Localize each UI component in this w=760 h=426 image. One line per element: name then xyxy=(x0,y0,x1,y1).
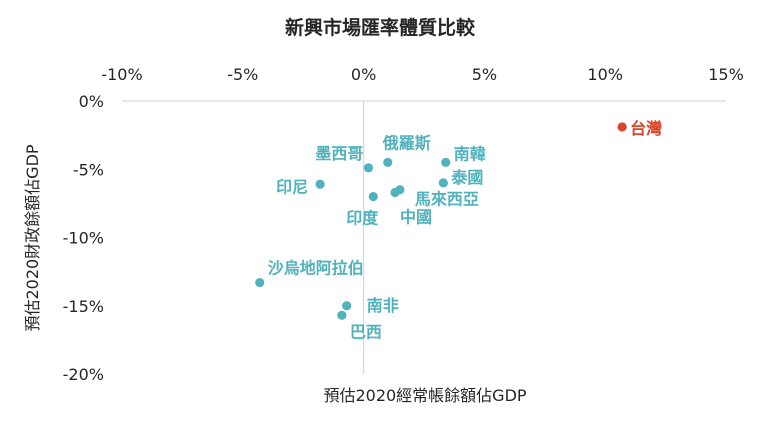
y-axis-label: 預估2020財政餘額佔GDP xyxy=(23,144,42,331)
point-label: 印尼 xyxy=(276,177,308,196)
point-label: 台灣 xyxy=(630,119,662,138)
x-tick-label: 15% xyxy=(708,65,744,84)
chart-tick-labels: -10% -5% 0% 5% 10% 15% 0% -5% -10% -15% -20% xyxy=(63,65,744,384)
point-label: 俄羅斯 xyxy=(382,133,431,152)
point-label: 沙烏地阿拉伯 xyxy=(268,259,364,278)
data-point xyxy=(617,122,627,132)
point-label: 中國 xyxy=(400,207,432,226)
chart-points xyxy=(255,122,627,320)
y-tick-label: -15% xyxy=(63,297,104,316)
data-point xyxy=(315,179,325,189)
y-tick-label: 0% xyxy=(79,92,104,111)
point-label: 泰國 xyxy=(450,168,483,187)
y-tick-label: -10% xyxy=(63,229,104,248)
data-point xyxy=(363,163,374,173)
point-label: 馬來西亞 xyxy=(415,190,479,209)
x-axis-label: 預估2020經常帳餘額佔GDP xyxy=(323,386,526,405)
y-tick-label: -5% xyxy=(73,160,104,179)
chart-axes xyxy=(122,100,726,374)
x-tick-label: 10% xyxy=(587,65,623,84)
chart-title: 新興市場匯率體質比較 xyxy=(285,16,476,39)
data-point xyxy=(390,187,400,198)
y-tick-label: -20% xyxy=(63,365,104,384)
x-tick-label: 0% xyxy=(351,65,376,84)
data-point xyxy=(438,178,448,188)
point-label: 南韓 xyxy=(454,144,486,163)
data-point xyxy=(342,301,352,311)
point-label: 墨西哥 xyxy=(315,144,363,163)
point-label: 巴西 xyxy=(350,322,382,341)
data-point xyxy=(383,157,393,168)
data-point xyxy=(441,157,451,168)
data-point xyxy=(368,191,378,202)
x-tick-label: -10% xyxy=(101,65,142,84)
x-tick-label: 5% xyxy=(472,65,497,84)
data-point xyxy=(255,277,265,288)
x-tick-label: -5% xyxy=(227,65,258,84)
data-point xyxy=(337,310,347,320)
point-label: 印度 xyxy=(346,209,379,228)
point-label: 南非 xyxy=(367,296,399,315)
